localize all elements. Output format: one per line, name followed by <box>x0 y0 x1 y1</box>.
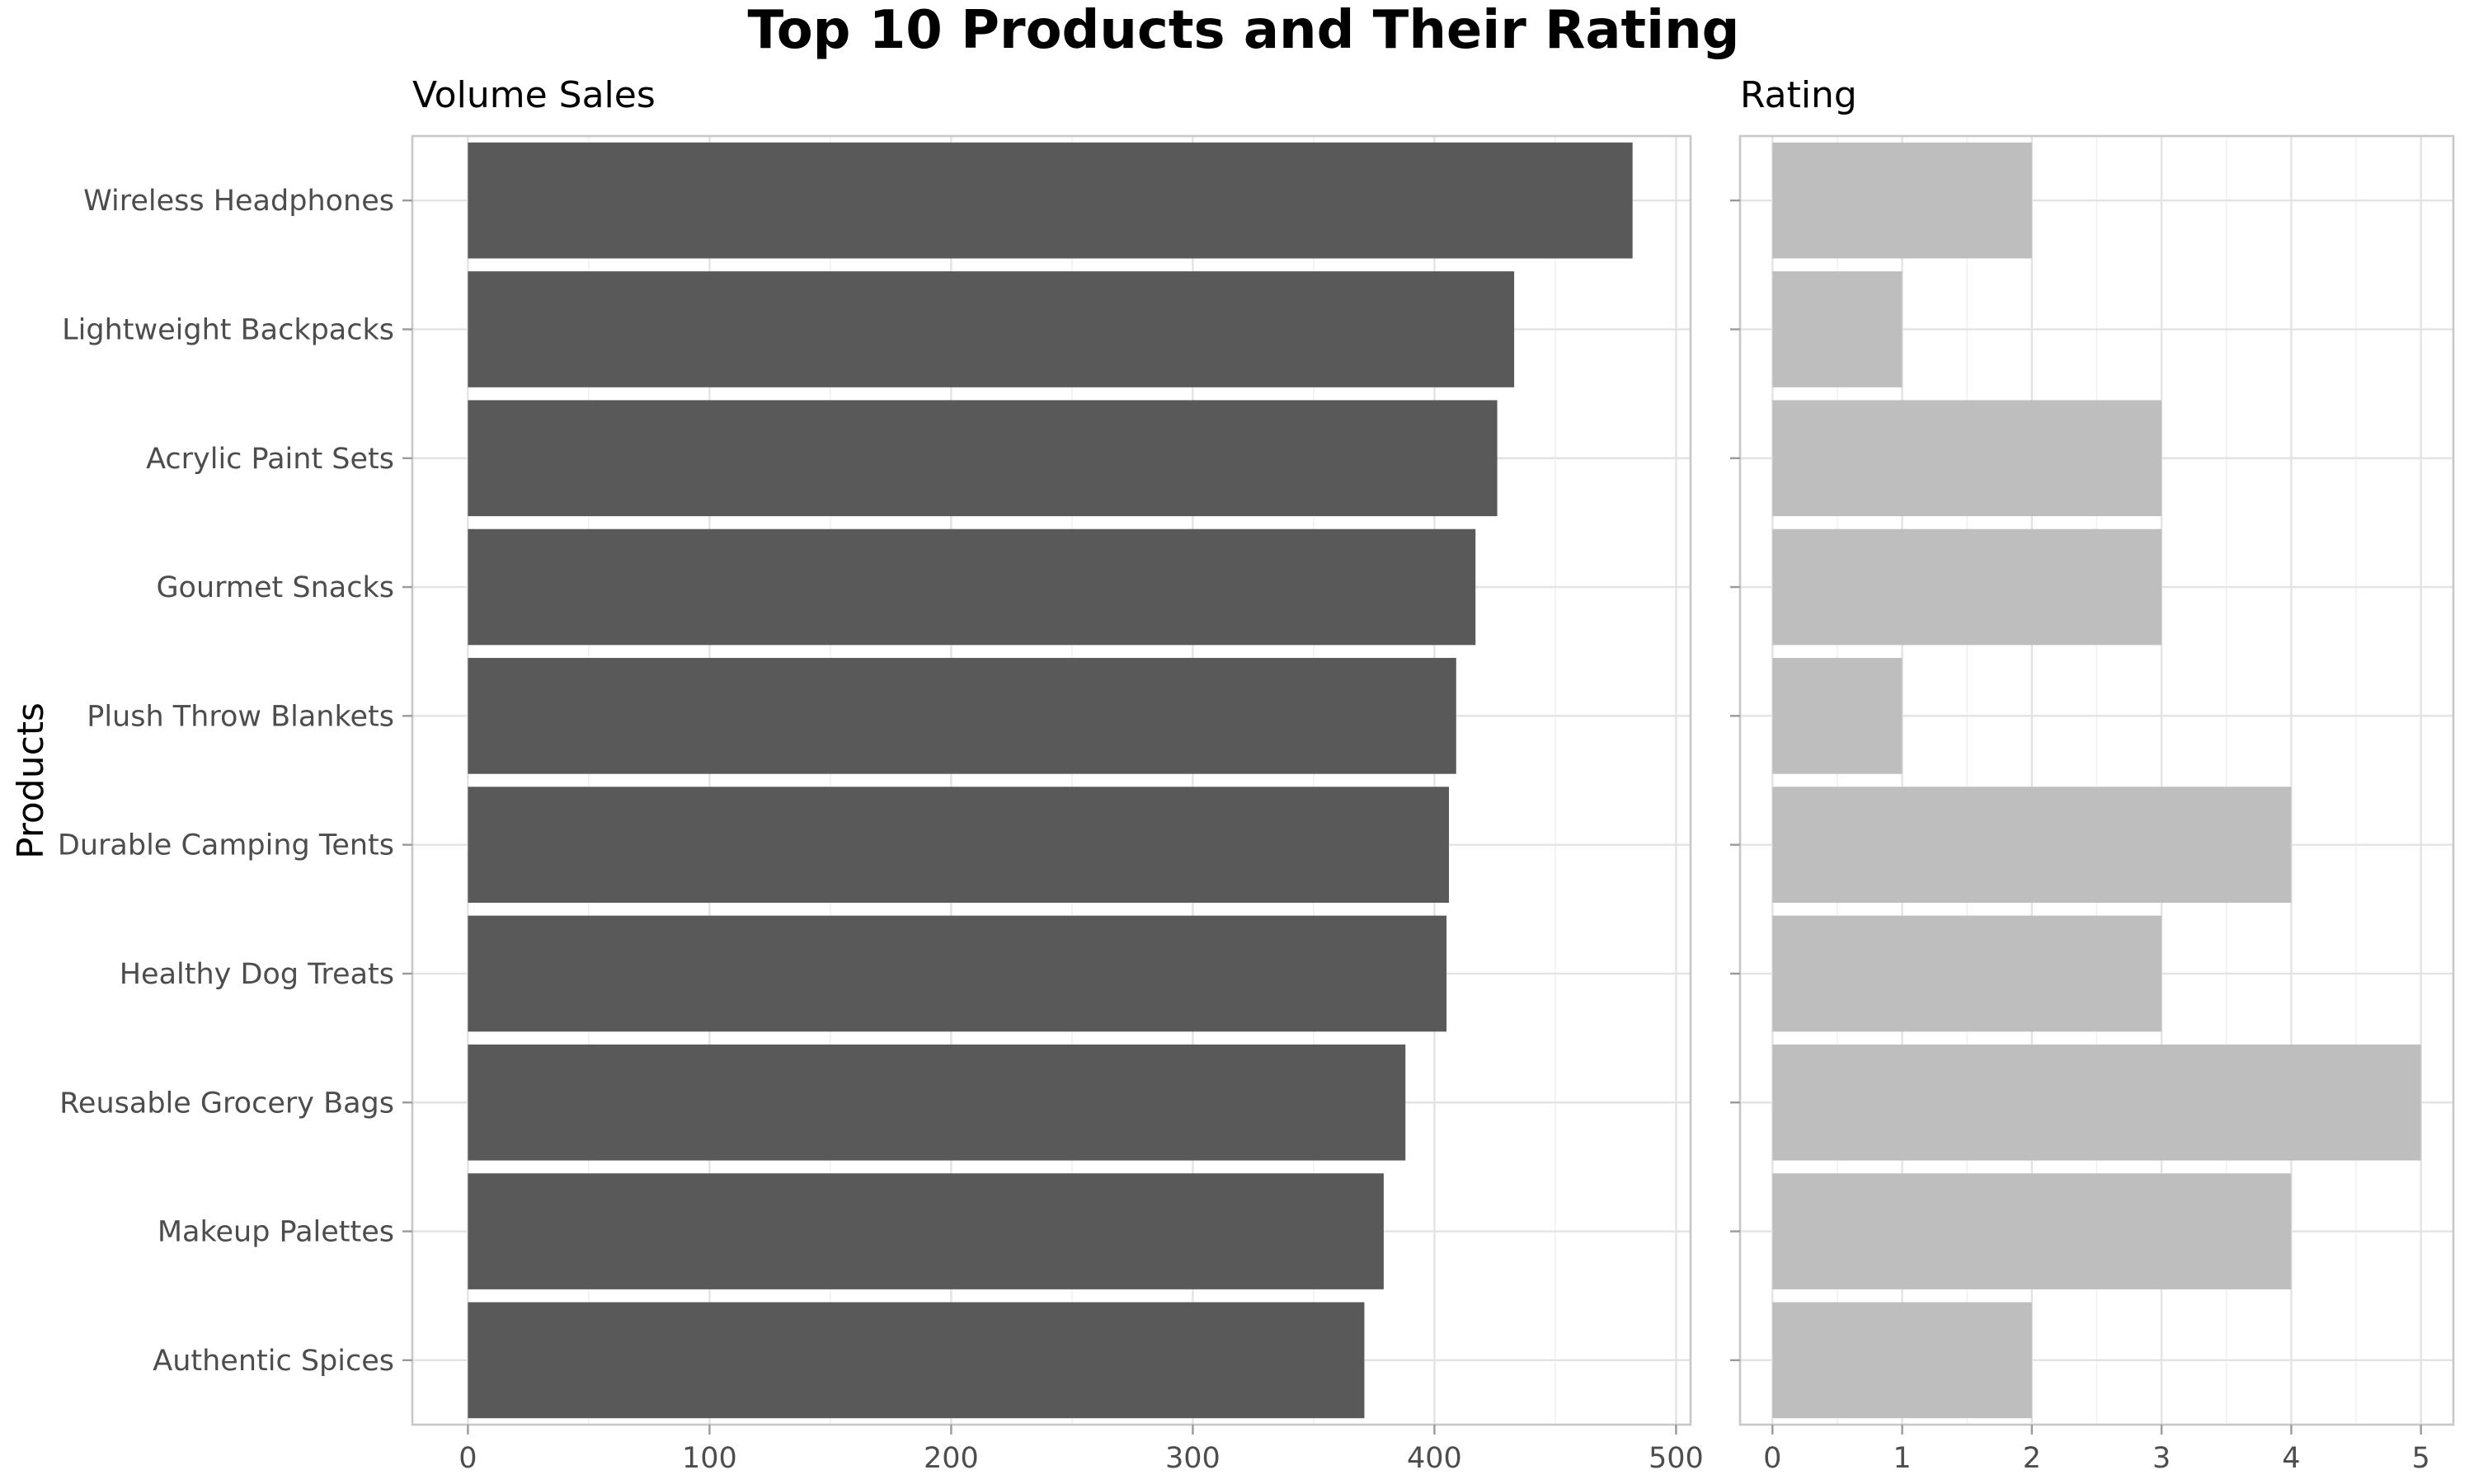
rating-bar <box>1772 1173 2292 1289</box>
volume-sales-bar <box>468 787 1449 903</box>
x-tick-label: 5 <box>2412 1442 2430 1475</box>
volume-sales-bar <box>468 1173 1384 1289</box>
rating-panel: Rating 0 1 2 3 4 5 <box>1730 74 2455 1475</box>
x-tick-label: 200 <box>924 1442 979 1475</box>
category-label: Wireless Headphones <box>83 185 394 218</box>
category-label: Plush Throw Blankets <box>87 700 394 733</box>
category-label: Healthy Dog Treats <box>120 958 394 991</box>
x-tick-label: 100 <box>682 1442 737 1475</box>
x-tick-label: 3 <box>2152 1442 2171 1475</box>
x-tick-label: 500 <box>1649 1442 1704 1475</box>
volume-sales-bar <box>468 1302 1365 1419</box>
volume-sales-panel: Volume Sales 0 100 200 300 400 500 <box>402 74 1704 1475</box>
rating-subtitle: Rating <box>1740 74 1857 116</box>
rating-bar <box>1772 658 1903 774</box>
x-tick-label: 1 <box>1893 1442 1911 1475</box>
volume-sales-bar <box>468 528 1476 646</box>
y-axis-label: Products <box>10 702 52 859</box>
rating-bar <box>1772 1302 2032 1419</box>
category-label: Authentic Spices <box>153 1345 394 1378</box>
rating-bar <box>1772 400 2162 517</box>
category-label: Makeup Palettes <box>158 1216 394 1249</box>
x-tick-label: 400 <box>1407 1442 1462 1475</box>
chart-title: Top 10 Products and Their Rating <box>748 0 1740 61</box>
x-tick-label: 2 <box>2023 1442 2041 1475</box>
rating-bar <box>1772 271 1903 387</box>
rating-bar <box>1772 787 2292 903</box>
category-label: Gourmet Snacks <box>156 571 394 604</box>
rating-panel-border <box>1738 134 2455 1426</box>
volume-sales-bar <box>468 142 1633 259</box>
category-labels: Wireless Headphones Lightweight Backpacks… <box>58 185 394 1378</box>
volume-sales-panel-border <box>411 134 1692 1426</box>
volume-sales-bar <box>468 400 1498 517</box>
category-label: Acrylic Paint Sets <box>146 443 394 476</box>
volume-sales-bar <box>468 1044 1406 1161</box>
x-tick-label: 4 <box>2282 1442 2300 1475</box>
rating-bar <box>1772 142 2032 259</box>
volume-sales-subtitle: Volume Sales <box>412 74 656 116</box>
rating-bar <box>1772 915 2162 1032</box>
category-label: Lightweight Backpacks <box>62 313 394 346</box>
rating-bar <box>1772 1044 2421 1161</box>
x-tick-label: 0 <box>459 1442 477 1475</box>
x-tick-label: 300 <box>1165 1442 1221 1475</box>
x-tick-label: 0 <box>1763 1442 1781 1475</box>
volume-sales-bar <box>468 271 1515 387</box>
rating-bar <box>1772 528 2162 646</box>
volume-sales-bar <box>468 915 1447 1032</box>
volume-sales-bar <box>468 658 1456 774</box>
category-label: Reusable Grocery Bags <box>59 1087 394 1120</box>
category-label: Durable Camping Tents <box>58 829 394 862</box>
